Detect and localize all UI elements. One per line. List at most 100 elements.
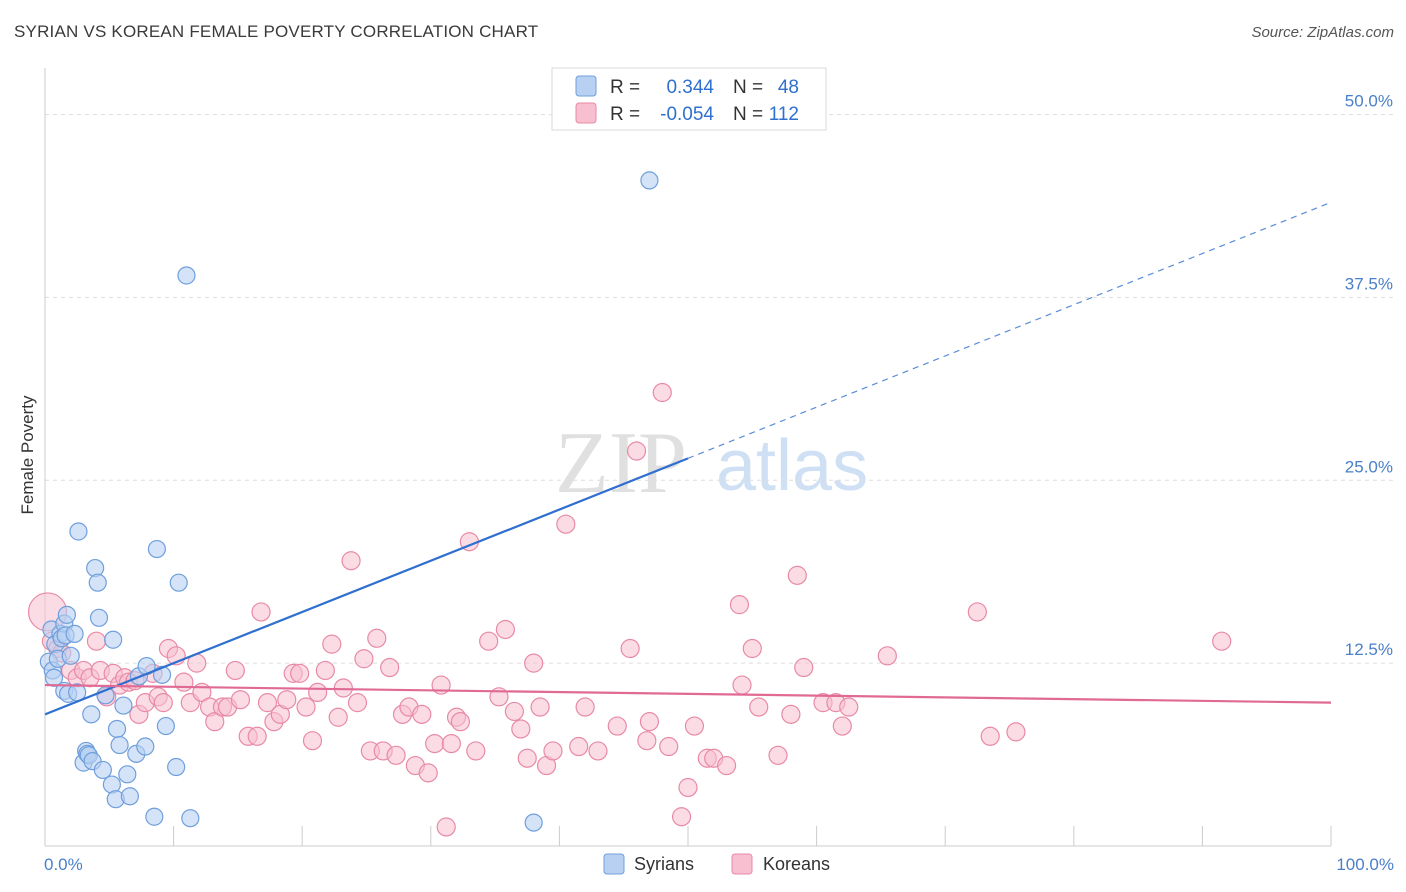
korean-point [322,634,342,654]
syrians-points [39,171,659,832]
korean-point [639,712,660,732]
korean-point [530,697,550,717]
korean-point [225,660,245,681]
korean-point [637,731,657,751]
y-axis-title: Female Poverty [18,395,37,515]
syrian-point [89,608,109,627]
korean-point [839,697,859,717]
korean-point [174,672,194,692]
y-tick-label-25: 25.0% [1345,457,1393,476]
x-tick-label-0: 0.0% [44,855,83,874]
x-tick-label-100: 100.0% [1336,855,1394,874]
legend-r-value-koreans: -0.054 [660,104,714,125]
syrian-point [136,737,155,756]
legend-box [551,67,827,131]
y-tick-label-37.5: 37.5% [1345,274,1393,293]
korean-point [380,657,400,678]
korean-point [1006,722,1026,742]
syrian-point [61,646,80,665]
bottom-legend-swatch-syrians [603,853,625,875]
korean-point [626,441,647,461]
syrian-point [82,705,101,724]
korean-point [466,741,486,761]
series-legend: Syrians Koreans [603,853,830,875]
korean-point [277,690,297,710]
y-tick-label-12.5: 12.5% [1345,640,1393,659]
syrian-point [69,522,88,541]
korean-point [671,807,692,827]
korean-point [716,755,737,776]
korean-point [290,663,310,683]
korean-point [511,719,531,739]
syrian-point [57,605,76,624]
korean-point [768,745,788,765]
syrian-point [120,787,139,806]
korean-point [479,631,499,651]
korean-point [425,733,445,754]
syrian-point [118,765,137,784]
syrian-point [88,573,107,592]
korean-point [684,716,705,736]
korean-point [832,716,852,736]
syrian-point [156,716,175,736]
legend-n-value-syrians: 48 [778,77,799,98]
korean-point [504,701,524,722]
legend-swatch-syrians [575,75,597,97]
korean-point [732,675,752,695]
korean-point [877,646,897,666]
syrian-point [524,813,543,832]
korean-point [543,741,563,761]
trend-lines [44,201,1332,716]
korean-point [247,726,267,746]
korean-point [302,731,323,751]
korean-point [441,733,461,754]
korean-point [347,693,368,713]
korean-point [524,653,544,673]
korean-point [230,690,251,710]
korean-point [980,726,1000,746]
korean-point [328,707,348,727]
syrian-point [65,624,84,643]
syrian-point [104,630,123,649]
korean-point [308,682,328,703]
korean-point [967,602,987,622]
korean-point [315,660,335,681]
korean-point [412,704,432,724]
tick-labels: 12.5% 25.0% 37.5% 50.0% 0.0% 100.0% [44,92,1394,874]
korean-point [495,619,515,640]
watermark-atlas: atlas [716,426,868,506]
korean-point [678,777,698,798]
korean-point [652,382,672,403]
legend-r-label-syrians: R = [610,77,640,98]
legend-n-label-syrians: N = [733,77,763,98]
korean-point [517,748,537,768]
korean-point [367,628,387,648]
korean-point [749,697,769,717]
syrian-point [167,757,186,777]
legend-swatch-koreans [575,102,597,124]
correlation-legend: R = 0.344 N = 48 R = -0.054 N = 112 [551,67,827,131]
syrian-point [640,171,659,190]
korean-point [787,565,807,585]
korean-point [556,514,576,534]
korean-point [354,649,374,669]
koreans-points [27,382,1232,837]
korean-point [418,763,438,783]
syrian-point [93,760,112,780]
koreans-trend-line [44,683,1332,704]
legend-r-label-koreans: R = [610,104,640,125]
korean-point [251,602,271,622]
korean-point [296,697,316,717]
korean-point [450,712,470,732]
syrian-point [177,266,196,285]
syrian-point [114,696,133,715]
korean-point [436,817,456,837]
korean-point [620,638,640,659]
legend-n-value-koreans: 112 [769,104,799,125]
syrians-trend-extension [687,201,1332,459]
korean-point [588,741,608,761]
korean-point [659,736,679,757]
bottom-legend-label-koreans: Koreans [763,854,830,874]
syrian-point [145,807,164,826]
bottom-legend-swatch-koreans [731,853,753,875]
